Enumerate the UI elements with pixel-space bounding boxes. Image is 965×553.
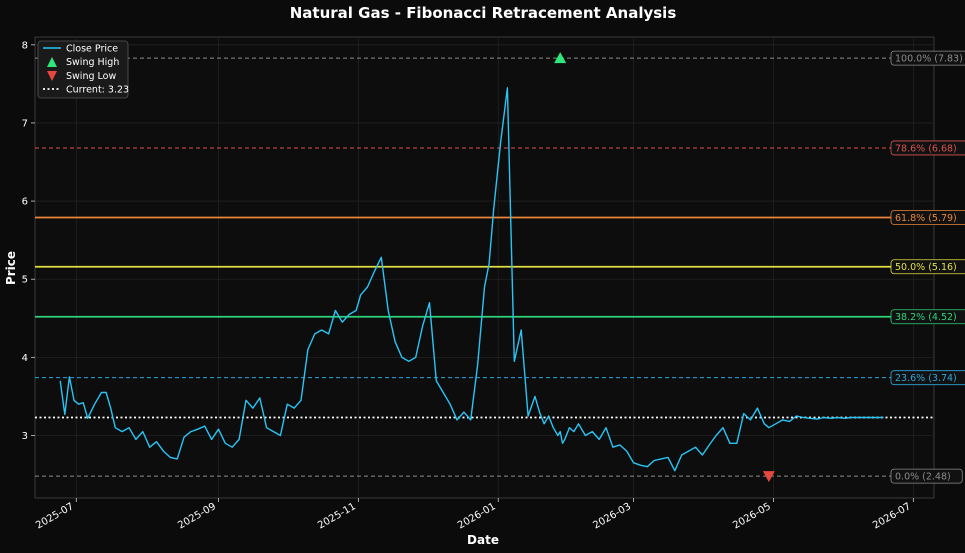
fib-label: 61.8% (5.79)	[895, 213, 957, 224]
y-tick-label: 7	[22, 118, 28, 129]
y-axis: 3 4 5 6 7 8	[22, 40, 35, 442]
legend-swing-low: Swing Low	[66, 71, 116, 82]
legend-current: Current: 3.23	[66, 85, 129, 96]
series-layer	[59, 87, 884, 472]
legend-swing-high-swatch	[47, 57, 57, 67]
legend-swing-high: Swing High	[66, 57, 119, 68]
fib-label: 0.0% (2.48)	[895, 472, 951, 483]
y-axis-label: Price	[4, 251, 18, 285]
fib-label-box	[890, 309, 965, 325]
fib-label-box	[890, 370, 965, 386]
fib-label-box	[890, 210, 965, 225]
fib-label-box	[890, 50, 965, 66]
fib-label: 38.2% (4.52)	[895, 312, 957, 323]
y-tick-label: 5	[22, 275, 28, 286]
fib-label: 78.6% (6.68)	[895, 143, 957, 154]
y-tick-label: 4	[22, 353, 28, 364]
fib-label-box	[890, 140, 965, 156]
fib-label: 50.0% (5.16)	[895, 262, 957, 273]
legend-box	[37, 40, 129, 99]
fib-label-box	[890, 468, 963, 484]
y-tick-label: 8	[22, 40, 28, 51]
y-tick-label: 3	[22, 431, 28, 442]
legend: Close Price Swing High Swing Low Current…	[37, 40, 129, 99]
fib-label-box	[890, 259, 965, 275]
fib-label: 23.6% (3.74)	[895, 373, 957, 384]
swing-high-marker	[554, 52, 567, 64]
swing-low-marker	[762, 471, 775, 483]
fib-label: 100.0% (7.83)	[895, 54, 963, 65]
x-axis-label: Date	[467, 533, 499, 547]
fib-levels: 100.0% (7.83) 78.6% (6.68) 61.8% (5.79) 50.…	[35, 50, 965, 484]
legend-close-price: Close Price	[66, 44, 118, 55]
legend-swing-low-swatch	[47, 71, 57, 81]
y-tick-label: 6	[22, 197, 28, 208]
close-price-line	[59, 87, 884, 472]
chart-title: Natural Gas - Fibonacci Retracement Anal…	[290, 4, 677, 22]
swing-markers	[554, 52, 775, 483]
